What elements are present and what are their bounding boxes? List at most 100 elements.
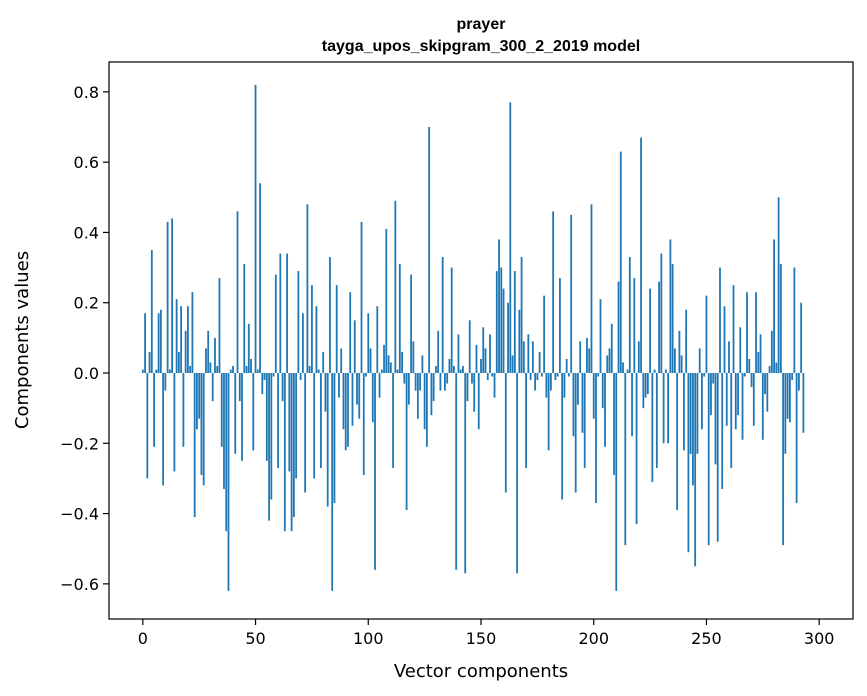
- bar-7: [157, 313, 160, 373]
- bar-43: [238, 373, 241, 402]
- bar-162: [507, 302, 509, 373]
- bar-223: [644, 373, 647, 398]
- bar-200: [592, 373, 595, 419]
- bar-269: [748, 358, 751, 374]
- bar-142: [462, 365, 464, 374]
- bar-87: [338, 373, 340, 398]
- bar-130: [435, 365, 437, 374]
- x-axis-label: Vector components: [394, 661, 568, 682]
- bar-275: [761, 373, 764, 440]
- bar-202: [597, 373, 600, 377]
- bar-272: [755, 292, 757, 374]
- bar-207: [608, 348, 611, 374]
- y-tick-label: 0.2: [74, 294, 99, 313]
- bar-227: [653, 369, 656, 373]
- bar-270: [750, 373, 753, 388]
- bar-6: [155, 369, 158, 373]
- bar-77: [315, 306, 318, 374]
- bar-30: [209, 362, 212, 373]
- x-tick-label: 300: [804, 629, 835, 648]
- bar-189: [568, 373, 570, 377]
- y-tick-label: 0.4: [74, 223, 99, 242]
- bar-248: [701, 373, 703, 430]
- bar-63: [283, 373, 286, 532]
- bar-175: [536, 373, 539, 381]
- bar-165: [513, 271, 516, 373]
- bar-47: [247, 323, 250, 374]
- bar-268: [746, 292, 748, 374]
- bar-191: [572, 373, 575, 437]
- bar-51: [256, 369, 259, 373]
- bar-88: [340, 348, 343, 374]
- bar-211: [617, 281, 620, 374]
- bar-233: [667, 373, 670, 444]
- bar-23: [193, 373, 196, 518]
- bar-44: [241, 373, 243, 461]
- bar-219: [635, 373, 638, 525]
- bar-42: [236, 211, 239, 373]
- bar-113: [396, 369, 399, 373]
- bar-99: [365, 373, 367, 377]
- bar-52: [259, 183, 261, 374]
- bar-33: [216, 365, 219, 374]
- bar-71: [301, 313, 304, 373]
- bar-53: [261, 373, 264, 395]
- bar-240: [683, 373, 685, 451]
- bar-116: [403, 373, 406, 384]
- bar-119: [410, 274, 413, 374]
- bar-127: [428, 127, 431, 373]
- bar-67: [292, 373, 295, 518]
- bar-73: [306, 204, 309, 373]
- bar-46: [245, 365, 248, 374]
- bar-28: [205, 348, 207, 374]
- bar-49: [252, 373, 255, 451]
- bar-111: [392, 373, 394, 468]
- bar-57: [270, 373, 273, 500]
- bar-199: [590, 204, 593, 373]
- bar-221: [640, 137, 642, 374]
- bar-131: [437, 330, 440, 374]
- bar-81: [324, 373, 327, 412]
- bar-284: [782, 373, 785, 546]
- x-tick-label: 100: [353, 629, 384, 648]
- bar-141: [459, 369, 462, 373]
- bar-197: [586, 337, 588, 373]
- bar-212: [619, 151, 622, 373]
- bar-155: [491, 373, 494, 377]
- bar-15: [175, 299, 178, 374]
- bar-259: [725, 373, 728, 426]
- y-tick-label: 0.8: [74, 83, 99, 102]
- bar-125: [423, 373, 426, 430]
- bar-281: [775, 362, 778, 373]
- bar-243: [689, 373, 692, 454]
- bar-184: [556, 373, 559, 377]
- bar-264: [737, 373, 739, 416]
- bar-228: [655, 373, 658, 468]
- bar-3: [148, 351, 151, 374]
- y-tick-label: 0.6: [74, 153, 99, 172]
- bar-244: [692, 373, 694, 486]
- bar-186: [561, 373, 564, 500]
- bar-147: [473, 373, 476, 412]
- bar-18: [182, 373, 185, 447]
- x-tick-label: 250: [691, 629, 722, 648]
- bar-260: [728, 341, 730, 374]
- bar-60: [277, 373, 279, 468]
- bar-217: [631, 373, 633, 437]
- bar-118: [407, 373, 410, 405]
- bar-254: [714, 373, 717, 465]
- bar-133: [441, 257, 444, 374]
- bar-222: [642, 373, 645, 409]
- bar-267: [743, 373, 746, 377]
- bar-163: [509, 102, 512, 373]
- bar-271: [752, 373, 755, 426]
- bar-285: [784, 373, 787, 454]
- bar-198: [588, 348, 591, 374]
- bar-70: [299, 373, 302, 381]
- bar-22: [191, 292, 194, 374]
- bar-293: [802, 373, 805, 433]
- bar-66: [290, 373, 293, 532]
- bar-255: [716, 373, 719, 542]
- bar-216: [628, 257, 631, 374]
